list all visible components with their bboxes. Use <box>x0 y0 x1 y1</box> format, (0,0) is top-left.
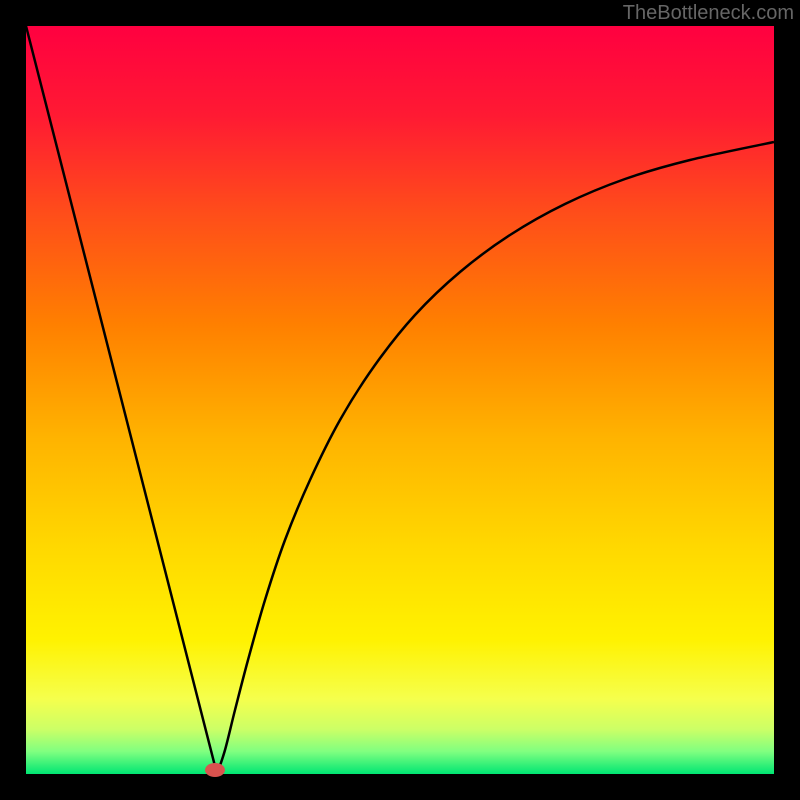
watermark-text: TheBottleneck.com <box>623 2 794 25</box>
plot-background <box>26 26 774 774</box>
chart-container: TheBottleneck.com <box>0 0 800 800</box>
bottleneck-chart <box>0 0 800 800</box>
minimum-marker <box>205 763 225 777</box>
